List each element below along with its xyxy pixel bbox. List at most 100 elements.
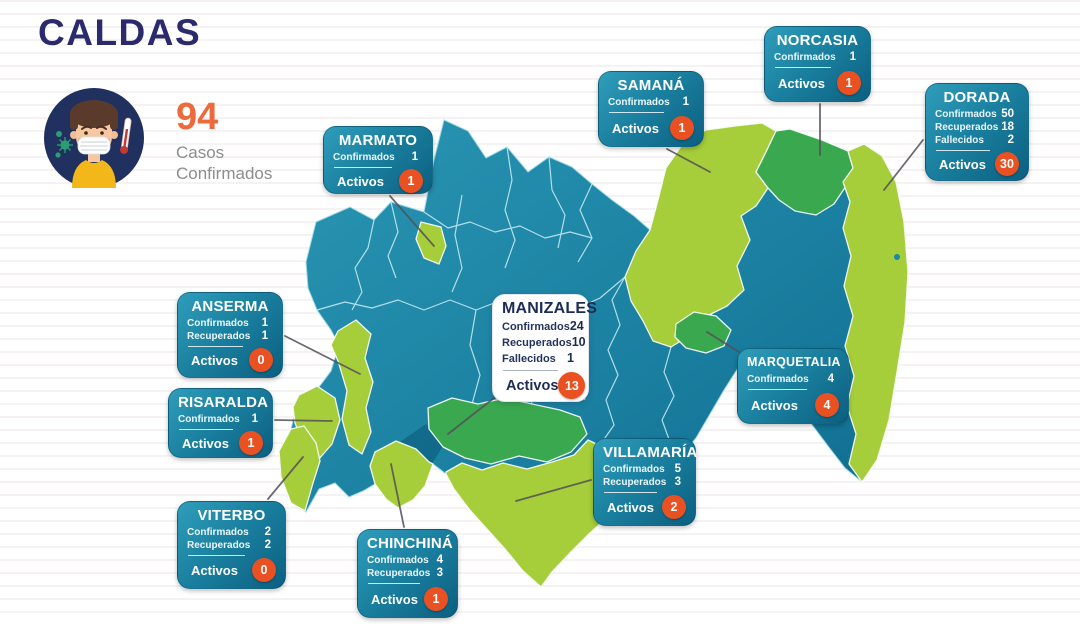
municipality-card-manizales: MANIZALES Confirmados 24 Recuperados 10 Fall… xyxy=(492,294,598,402)
stat-row: Recuperados 2 xyxy=(187,539,276,552)
activos-label: Activos xyxy=(778,75,825,91)
stat-label: Confirmados xyxy=(935,109,997,120)
activos-row: Activos 2 xyxy=(603,495,686,519)
activos-badge: 4 xyxy=(815,393,839,417)
stat-value: 10 xyxy=(571,335,586,349)
activos-label: Activos xyxy=(939,156,986,172)
stat-row: Confirmados 4 xyxy=(367,554,448,567)
map-region-dorada xyxy=(842,143,909,483)
divider xyxy=(604,492,658,493)
stat-label: Fallecidos xyxy=(935,135,984,146)
activos-row: Activos 13 xyxy=(502,372,586,399)
stat-label: Confirmados xyxy=(333,152,395,163)
stats-rows: Confirmados 50 Recuperados 18 Fallecidos 2 xyxy=(935,108,1019,147)
activos-row: Activos 0 xyxy=(187,558,276,582)
municipality-name: ANSERMA xyxy=(191,298,269,315)
stat-value: 4 xyxy=(436,554,443,566)
stat-row: Recuperados 18 xyxy=(935,121,1019,134)
stat-row: Confirmados 5 xyxy=(603,463,686,476)
stat-row: Fallecidos 2 xyxy=(935,134,1019,147)
municipality-name: MARMATO xyxy=(338,132,418,149)
activos-label: Activos xyxy=(191,352,238,368)
stat-label: Confirmados xyxy=(187,318,249,329)
stat-value: 18 xyxy=(1001,121,1014,133)
stat-label: Confirmados xyxy=(178,414,240,425)
stat-value: 3 xyxy=(674,476,681,488)
total-cases-number: 94 xyxy=(176,96,219,138)
activos-badge: 2 xyxy=(662,495,686,519)
municipality-name: VITERBO xyxy=(197,507,266,524)
page-title: CALDAS xyxy=(38,12,202,53)
activos-row: Activos 1 xyxy=(774,71,861,95)
map-region-chinchina xyxy=(369,440,434,509)
stats-rows: Confirmados 2 Recuperados 2 xyxy=(187,526,276,552)
stat-value: 2 xyxy=(1007,134,1014,146)
stat-row: Recuperados 3 xyxy=(367,567,448,580)
stat-value: 1 xyxy=(682,96,689,108)
stat-value: 3 xyxy=(436,567,443,579)
stat-label: Recuperados xyxy=(187,540,251,551)
municipality-card-villamaria: VILLAMARÍA Confirmados 5 Recuperados 3 Acti… xyxy=(593,438,698,526)
divider xyxy=(936,150,990,151)
stat-row: Confirmados 24 xyxy=(502,319,584,335)
total-cases-label: Casos Confirmados xyxy=(176,143,273,183)
stat-value: 1 xyxy=(261,317,268,329)
municipality-name: VILLAMARÍA xyxy=(603,444,698,461)
stat-label: Confirmados xyxy=(502,321,570,333)
activos-label: Activos xyxy=(182,435,229,451)
divider xyxy=(503,370,559,371)
municipality-card-dorada: DORADA Confirmados 50 Recuperados 18 Falleci… xyxy=(925,83,1029,181)
activos-row: Activos 1 xyxy=(333,169,423,193)
stat-value: 1 xyxy=(261,330,268,342)
masked-child-icon xyxy=(44,88,144,188)
stat-value: 2 xyxy=(264,539,271,551)
stat-row: Confirmados 1 xyxy=(608,96,694,109)
activos-label: Activos xyxy=(337,173,384,189)
activos-badge: 1 xyxy=(837,71,861,95)
municipality-card-marquetalia: MARQUETALIA Confirmados 4 Activos 4 xyxy=(737,348,849,424)
stat-row: Confirmados 1 xyxy=(178,413,263,426)
activos-label: Activos xyxy=(612,120,659,136)
activos-badge: 1 xyxy=(424,587,448,611)
municipality-name: MARQUETALIA xyxy=(747,355,841,369)
stats-rows: Confirmados 24 Recuperados 10 Fallecidos 1 xyxy=(502,319,586,367)
municipality-name: RISARALDA xyxy=(178,394,269,411)
stat-row: Recuperados 1 xyxy=(187,330,273,343)
stat-row: Confirmados 50 xyxy=(935,108,1019,121)
municipality-card-anserma: ANSERMA Confirmados 1 Recuperados 1 Activos… xyxy=(177,292,283,378)
activos-badge: 1 xyxy=(670,116,694,140)
stat-label: Recuperados xyxy=(187,331,251,342)
pointer-lines xyxy=(267,103,924,528)
divider xyxy=(334,167,392,168)
municipality-card-norcasia: NORCASIA Confirmados 1 Activos 1 xyxy=(764,26,871,102)
stat-label: Recuperados xyxy=(367,568,431,579)
stats-rows: Confirmados 1 xyxy=(178,413,263,426)
map-region-anserma xyxy=(330,319,374,455)
stats-rows: Confirmados 1 Recuperados 1 xyxy=(187,317,273,343)
activos-row: Activos 1 xyxy=(608,116,694,140)
stat-row: Confirmados 1 xyxy=(187,317,273,330)
stat-value: 1 xyxy=(251,413,258,425)
stat-row: Confirmados 1 xyxy=(333,151,423,164)
municipality-card-risaralda: RISARALDA Confirmados 1 Activos 1 xyxy=(168,388,273,458)
stat-label: Confirmados xyxy=(774,52,836,63)
stat-label: Confirmados xyxy=(747,374,809,385)
stat-row: Fallecidos 1 xyxy=(502,351,579,367)
municipality-name: SAMANÁ xyxy=(617,77,685,94)
stat-label: Confirmados xyxy=(603,464,665,475)
face-mask-icon xyxy=(77,136,111,155)
municipality-card-marmato: MARMATO Confirmados 1 Activos 1 xyxy=(323,126,433,194)
activos-row: Activos 1 xyxy=(367,587,448,611)
activos-badge: 0 xyxy=(252,558,276,582)
stat-value: 2 xyxy=(264,526,271,538)
municipality-card-viterbo: VITERBO Confirmados 2 Recuperados 2 Activos… xyxy=(177,501,286,589)
activos-badge: 1 xyxy=(239,431,263,455)
municipality-name: CHINCHINÁ xyxy=(367,535,453,552)
activos-badge: 0 xyxy=(249,348,273,372)
stats-rows: Confirmados 4 Recuperados 3 xyxy=(367,554,448,580)
stats-rows: Confirmados 1 xyxy=(774,51,861,64)
divider xyxy=(179,429,234,430)
municipality-name: MANIZALES xyxy=(502,300,598,317)
